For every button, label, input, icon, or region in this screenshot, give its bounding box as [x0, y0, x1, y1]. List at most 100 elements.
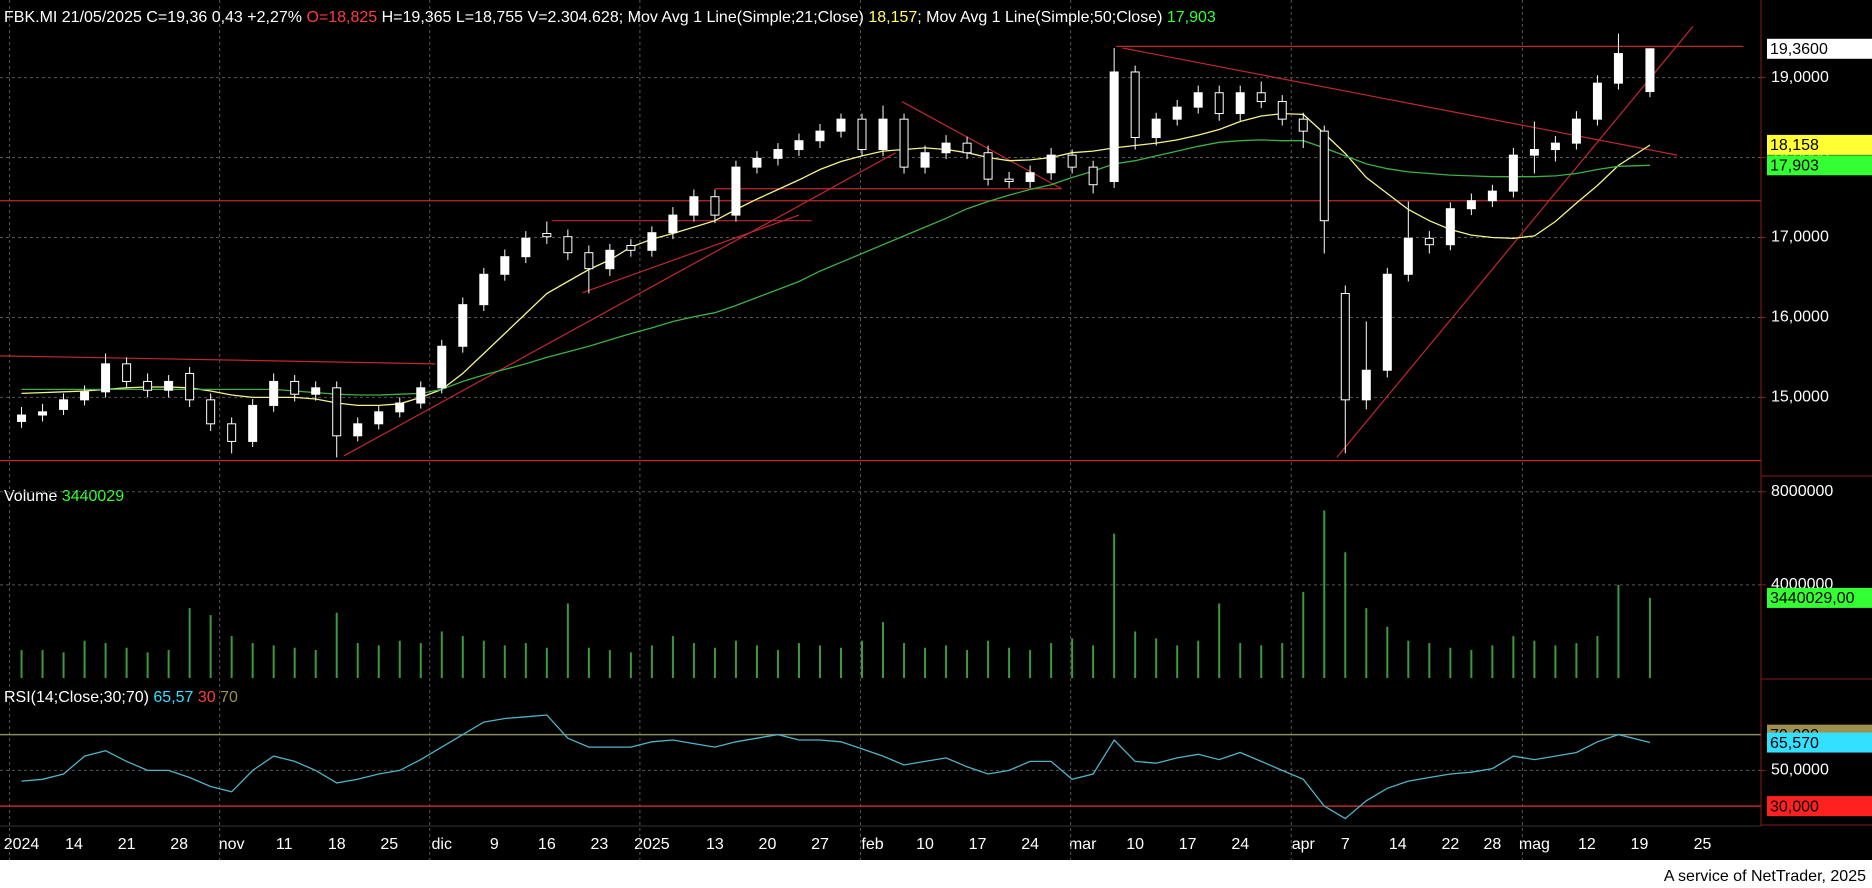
- candle-body: [1067, 154, 1077, 168]
- candle-body: [1445, 208, 1455, 246]
- candle-body: [1466, 200, 1476, 210]
- candle-body: [122, 363, 132, 382]
- candle-body: [1151, 118, 1161, 139]
- candle-body: [332, 387, 342, 437]
- candle-body: [479, 273, 489, 306]
- candle-body: [269, 380, 279, 406]
- header-part: Volume: [4, 488, 62, 505]
- candle-body: [1193, 92, 1203, 108]
- x-tick-label: 14: [65, 836, 83, 853]
- x-tick-label: apr: [1292, 836, 1316, 853]
- candle-body: [1382, 273, 1392, 371]
- x-tick-label: 24: [1021, 836, 1039, 853]
- candle-body: [1235, 92, 1245, 115]
- candle-body: [395, 402, 405, 413]
- candle-body: [563, 236, 573, 254]
- candle-body: [101, 363, 111, 393]
- x-tick-label: 20: [759, 836, 777, 853]
- candle-body: [1361, 369, 1371, 401]
- x-tick-label: 19: [1631, 836, 1649, 853]
- candle-body: [1424, 237, 1434, 246]
- candle-body: [437, 345, 447, 389]
- candle-body: [1529, 149, 1539, 156]
- candle-body: [1645, 48, 1655, 93]
- candle-body: [80, 391, 90, 401]
- x-tick-label: 10: [916, 836, 934, 853]
- candle-body: [206, 399, 216, 425]
- header-part: O=18,825: [306, 9, 377, 26]
- candle-body: [983, 152, 993, 180]
- candle-body: [458, 304, 468, 347]
- x-tick-label: 21: [118, 836, 136, 853]
- candle-body: [185, 372, 195, 401]
- candle-body: [941, 142, 951, 154]
- trendline: [343, 152, 896, 457]
- x-tick-label: 24: [1231, 836, 1249, 853]
- y-tick-label: 15,0000: [1771, 389, 1829, 406]
- y-tick-label: 19,0000: [1771, 69, 1829, 86]
- x-tick-label: mag: [1519, 836, 1550, 853]
- candle-body: [353, 423, 363, 437]
- candle-body: [1508, 154, 1518, 192]
- candle-body: [1403, 237, 1413, 275]
- trendline: [0, 355, 436, 365]
- candle-body: [1109, 71, 1119, 183]
- trendline: [1336, 26, 1694, 458]
- x-tick-label: 17: [969, 836, 987, 853]
- x-tick-label: feb: [861, 836, 883, 853]
- candle-body: [773, 149, 783, 159]
- y-tick-label: 17,0000: [1771, 229, 1829, 246]
- candle-body: [920, 152, 930, 168]
- candle-body: [1130, 71, 1140, 139]
- candle-body: [1256, 92, 1266, 103]
- x-tick-label: 2024: [4, 836, 40, 853]
- candle-body: [836, 118, 846, 132]
- trendline: [582, 214, 800, 294]
- value-box-label: 30,000: [1770, 798, 1819, 815]
- candle-body: [38, 411, 48, 416]
- panel-header: FBK.MI 21/05/2025 C=19,36 0,43 +2,27% O=…: [4, 9, 1216, 26]
- value-box: [1767, 134, 1872, 155]
- header-part: H=19,365 L=18,755 V=2.304.628; Mov Avg 1…: [377, 9, 868, 26]
- candle-body: [227, 423, 237, 442]
- x-tick-label: 25: [380, 836, 398, 853]
- header-part: 18,157: [868, 9, 917, 26]
- x-tick-label: nov: [219, 836, 245, 853]
- x-tick-label: 27: [811, 836, 829, 853]
- candle-body: [1550, 142, 1560, 151]
- x-tick-label: 22: [1441, 836, 1459, 853]
- x-tick-label: 10: [1126, 836, 1144, 853]
- value-box-label: 19,3600: [1770, 41, 1828, 58]
- candle-body: [710, 196, 720, 216]
- trendline: [1122, 47, 1678, 156]
- footer: A service of NetTrader, 2025: [1664, 868, 1866, 885]
- candle-body: [1088, 166, 1098, 186]
- candle-body: [815, 130, 825, 142]
- x-tick-label: 17: [1179, 836, 1197, 853]
- candle-body: [374, 411, 384, 425]
- candle-body: [416, 387, 426, 404]
- candle-body: [17, 414, 27, 422]
- candle-body: [1592, 82, 1602, 120]
- x-tick-label: 7: [1341, 836, 1350, 853]
- candle-body: [59, 399, 69, 410]
- candle-body: [500, 256, 510, 275]
- candle-body: [164, 380, 174, 391]
- candle-body: [290, 380, 300, 395]
- x-tick-label: 14: [1389, 836, 1407, 853]
- x-tick-label: 13: [706, 836, 724, 853]
- candle-body: [1298, 118, 1308, 132]
- value-box-label: 17,903: [1770, 158, 1819, 175]
- header-part: 3440029: [62, 488, 124, 505]
- candle-body: [1172, 106, 1182, 120]
- candle-body: [605, 249, 615, 270]
- candle-body: [878, 118, 888, 151]
- candle-body: [857, 118, 867, 151]
- value-box: [1767, 796, 1872, 817]
- candle-body: [584, 252, 594, 270]
- candle-body: [1319, 130, 1329, 222]
- candle-body: [248, 404, 258, 442]
- value-box-label: 18,158: [1770, 137, 1819, 154]
- candle-body: [647, 232, 657, 251]
